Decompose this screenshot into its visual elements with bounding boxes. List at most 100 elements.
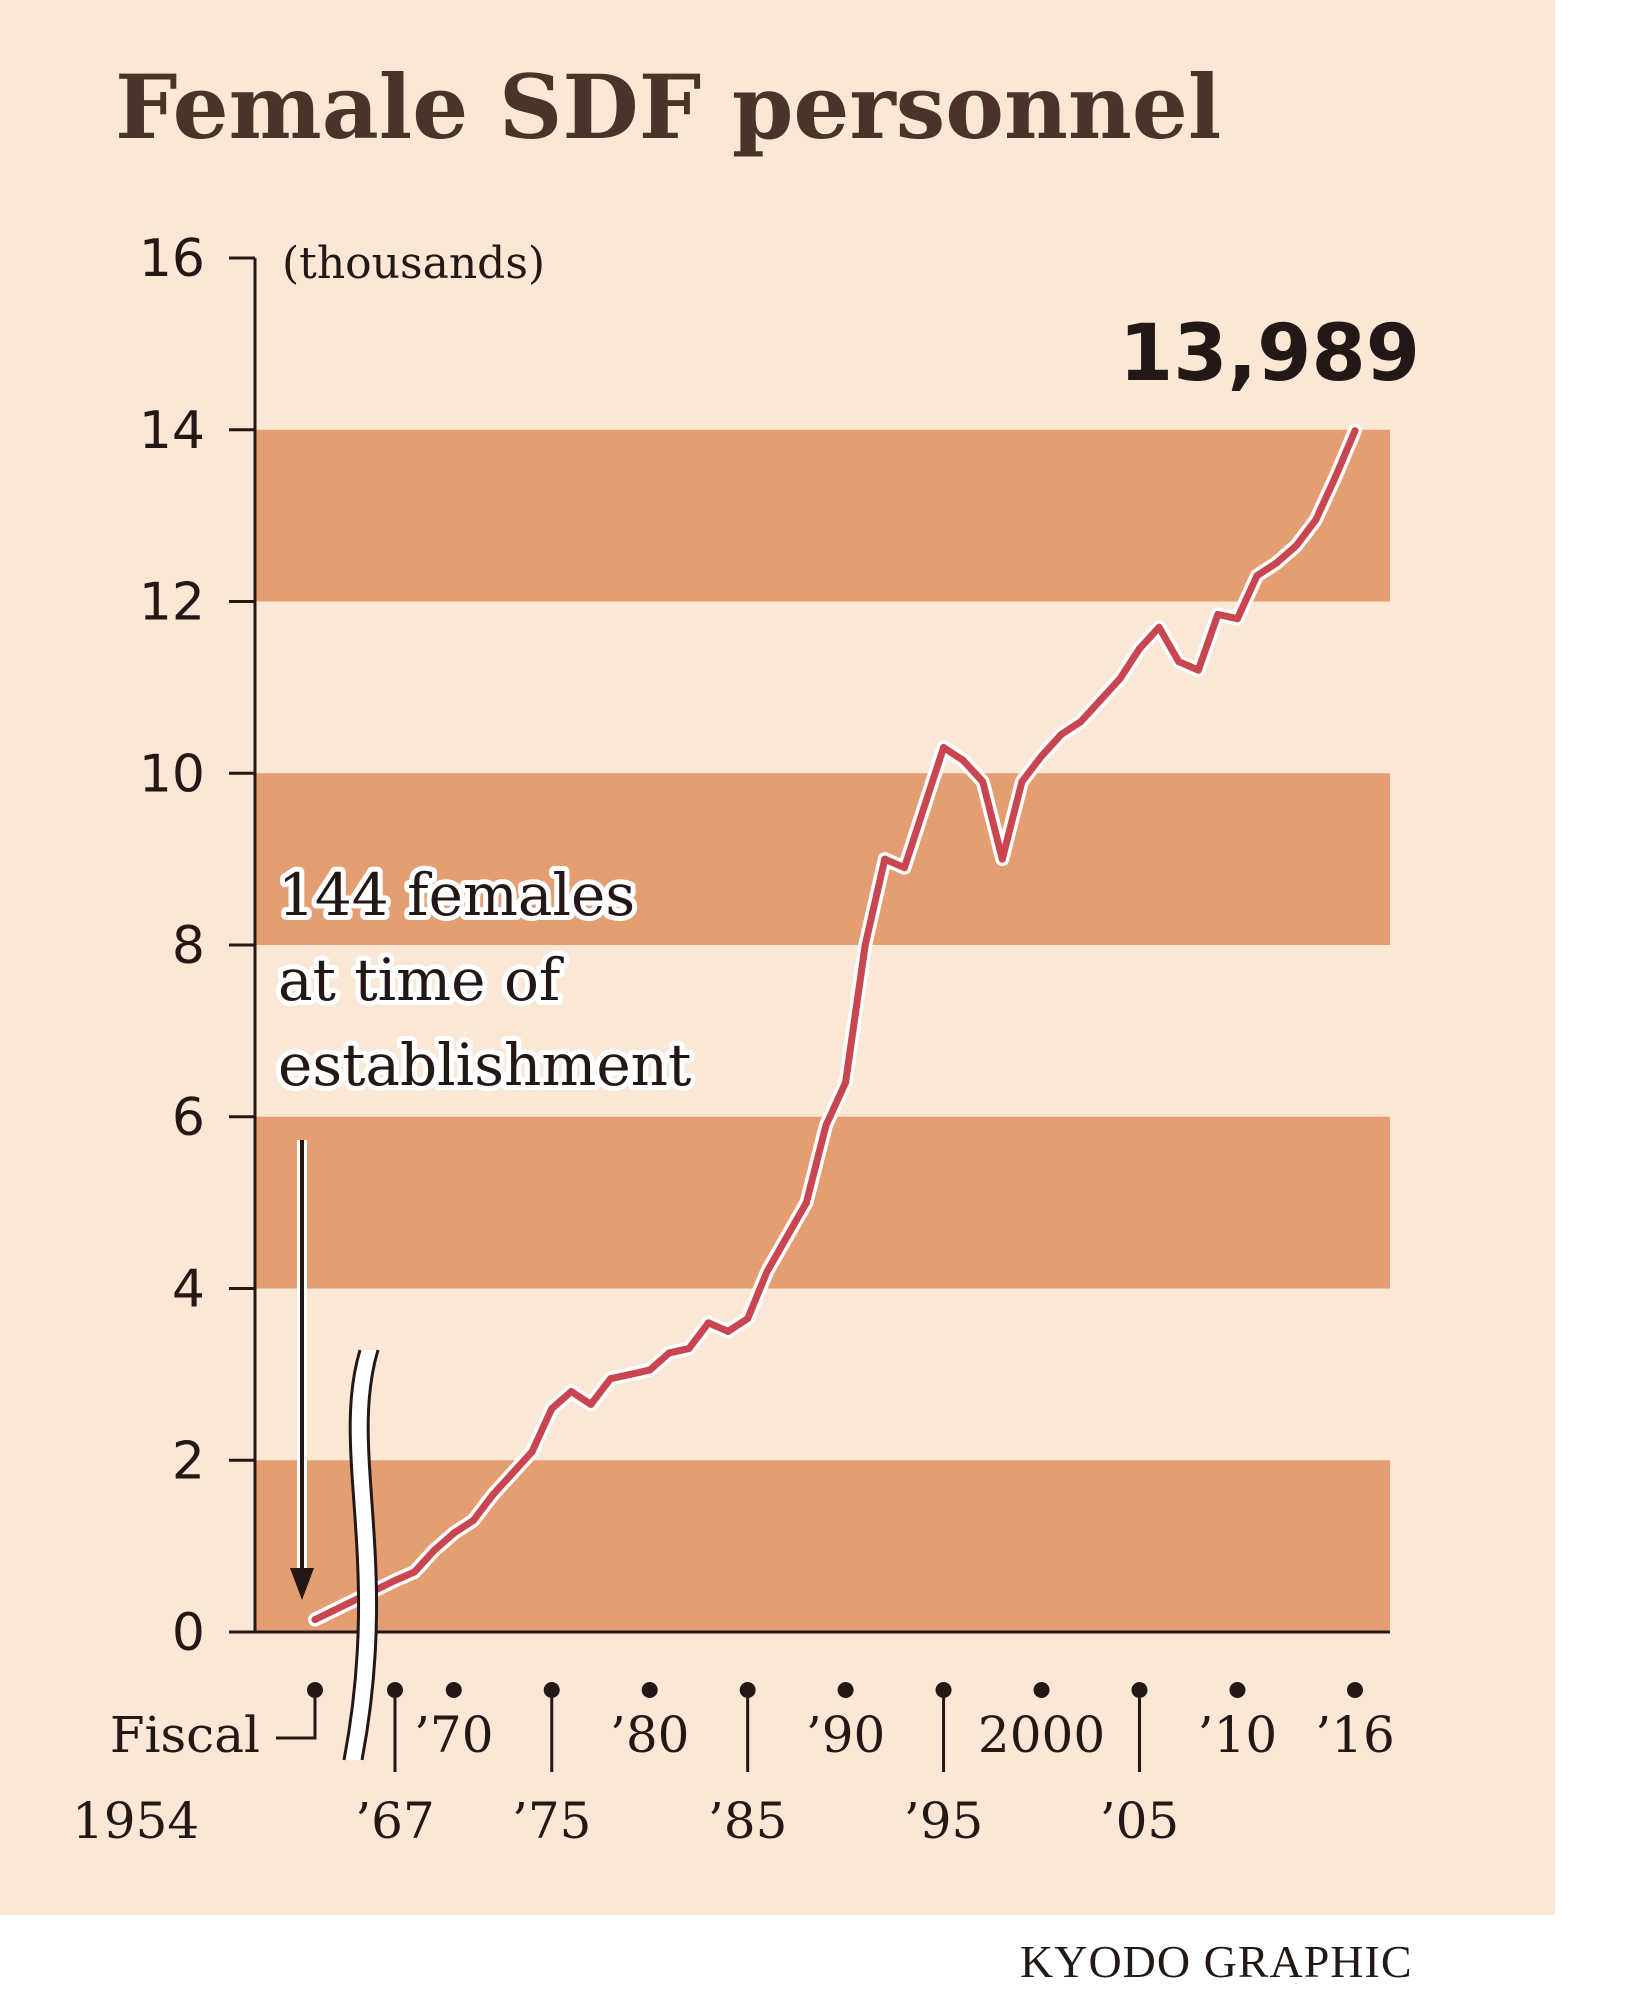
data-point-2004 [1116,675,1124,683]
data-point-1989 [822,1121,830,1129]
x-tick-dot-1985 [739,1682,756,1698]
data-point-1979 [626,1370,634,1378]
y-axis: 0 2 4 6 8 10 12 14 16 [139,229,1390,1663]
x-tick-label-1990: ’90 [806,1706,886,1764]
data-point-2014 [1312,516,1320,524]
x-tick-label-2005: ’05 [1100,1792,1180,1850]
data-point-1978 [607,1375,615,1383]
y-tick-label-6: 6 [172,1088,205,1148]
data-point-1995 [940,743,948,751]
data-point-1971 [469,1516,477,1524]
chart-title: Female SDF personnel [115,55,1221,159]
x-tick-label-1970: ’70 [414,1706,494,1764]
data-point-1981 [665,1349,673,1357]
data-point-2003 [1096,696,1104,704]
data-point-1982 [685,1345,693,1353]
x-tick-label-1954: 1954 [72,1792,199,1850]
x-tick-dot-1954 [307,1682,323,1698]
start-annotation-line-1: 144 females [278,861,635,929]
x-tick-label-1975: ’75 [512,1792,592,1850]
data-point-2012 [1273,559,1281,567]
start-annotation-line-3: establishment [278,1031,691,1099]
data-point-2016 [1351,427,1359,435]
x-tick-dot-1990 [837,1682,854,1698]
data-point-2005 [1135,645,1143,653]
x-tick-label-fiscal: Fiscal [110,1706,260,1764]
y-axis-unit-label: (thousands) [282,238,545,289]
x-tick-label-1980: ’80 [610,1706,690,1764]
x-tick-label-2000: 2000 [978,1706,1105,1764]
data-point-2011 [1253,572,1261,580]
y-tick-label-0: 0 [172,1603,205,1663]
data-point-1992 [881,855,889,863]
y-tick-label-12: 12 [139,573,205,633]
y-tick-label-16: 16 [139,229,205,289]
x-tick-label-1995: ’95 [904,1792,984,1850]
data-point-1977 [587,1400,595,1408]
band-8-10 [255,773,1390,945]
data-point-2006 [1155,623,1163,631]
band-0-2 [255,1460,1390,1632]
data-point-1973 [509,1469,517,1477]
x-tick-label-2010: ’10 [1198,1706,1278,1764]
x-tick-dot-1995 [935,1682,952,1698]
axis-break-line-left [342,1349,362,1761]
axis-break-mark [342,1349,380,1761]
data-point-2008 [1194,666,1202,674]
start-arrow-head [290,1568,314,1600]
data-point-1990 [842,1078,850,1086]
band-12-14 [255,429,1390,602]
data-point-2001 [1057,731,1065,739]
data-point-1988 [802,1199,810,1207]
x-axis: Fiscal 1954 ’70 ’80 ’90 2000 ’10 ’16 ’67 ’75 ’85 ’9… [72,1682,1395,1850]
x-tick-dot-1980 [641,1682,658,1698]
y-tick-label-8: 8 [172,916,205,976]
data-point-1996 [959,756,967,764]
data-point-1991 [861,941,869,949]
x-tick-dot-1970 [445,1682,462,1698]
x-tick-label-1985: ’85 [708,1792,788,1850]
data-point-1980 [646,1366,654,1374]
annotations: 144 females at time of establishment 13,989 [273,309,1420,1600]
gridline-bands [255,429,1390,1632]
data-point-1986 [763,1267,771,1275]
data-point-1976 [567,1388,575,1396]
y-tick-label-14: 14 [139,401,205,461]
series-line [311,427,1359,1624]
data-point-1997 [979,778,987,786]
y-tick-label-2: 2 [172,1431,205,1491]
data-point-1987 [783,1233,791,1241]
data-point-1984 [724,1327,732,1335]
data-point-2007 [1175,658,1183,666]
x-tick-dot-1975 [543,1682,560,1698]
credit-label: KYODO GRAPHIC [1020,1936,1413,1987]
data-point-2002 [1077,718,1085,726]
data-point-1968 [411,1568,419,1576]
data-point-1969 [430,1546,438,1554]
x-tick-leader-1954 [276,1698,317,1740]
data-point-1970 [450,1529,458,1537]
data-point-2015 [1331,473,1339,481]
data-point-1972 [489,1491,497,1499]
data-point-1993 [900,864,908,872]
data-point-2009 [1214,610,1222,618]
end-value-label: 13,989 [1119,309,1420,399]
x-tick-dot-2005 [1131,1682,1148,1698]
series-layer [308,423,1362,1627]
axis-break-fill [344,1350,378,1760]
series-line-halo [308,423,1362,1627]
data-point-2013 [1292,542,1300,550]
data-point-2010 [1233,615,1241,623]
data-point-1954 [311,1616,319,1624]
data-point-1994 [920,804,928,812]
y-tick-label-4: 4 [172,1260,205,1320]
data-point-1999 [1018,778,1026,786]
axis-break-line-right [360,1349,380,1761]
data-point-1975 [548,1405,556,1413]
x-tick-dot-2010 [1229,1682,1246,1698]
data-point-1967 [391,1576,399,1584]
data-point-1985 [744,1315,752,1323]
data-point-2000 [1038,752,1046,760]
start-annotation-line-2: at time of [278,946,564,1014]
